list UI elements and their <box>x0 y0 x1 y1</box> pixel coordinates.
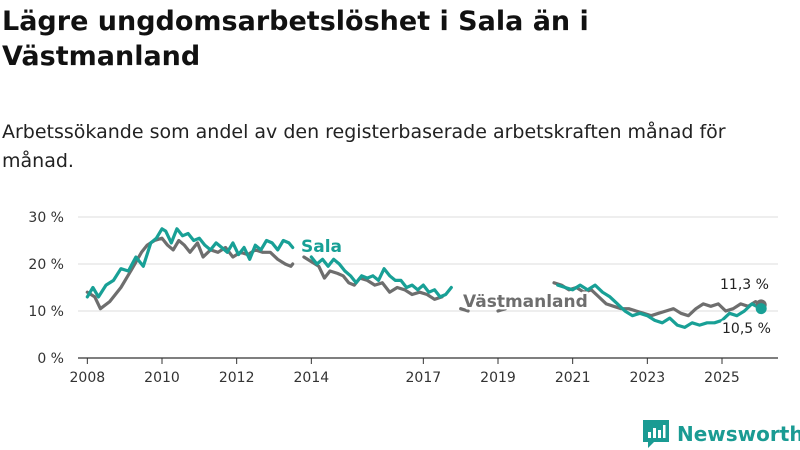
end-value-label-vastmanland-halo: 11,3 % <box>720 277 769 293</box>
x-tick-label: 2008 <box>70 370 106 386</box>
x-tick-label: 2025 <box>704 370 740 386</box>
series-label-sala-halo: Sala <box>301 237 342 257</box>
y-axis-ticks: 0 % 10 % 20 % 30 % <box>28 210 64 367</box>
series-line-sala <box>309 255 453 299</box>
x-tick-label: 2023 <box>630 370 666 386</box>
y-tick-label: 10 % <box>28 304 64 320</box>
series-line-vastmanland <box>459 307 470 313</box>
end-value-label-sala-halo: 10,5 % <box>722 321 771 337</box>
chart-subtitle: Arbetssökande som andel av den registerb… <box>2 121 726 172</box>
end-point-sala <box>755 303 767 315</box>
line-chart: 0 % 10 % 20 % 30 % 2008 2010 2012 2014 2017 2019… <box>28 210 778 386</box>
series-label-vastmanland-halo: Västmanland <box>463 292 588 312</box>
x-axis-ticks: 2008 2010 2012 2014 2017 2019 2021 2023 2025 <box>70 358 740 386</box>
x-tick-label: 2019 <box>480 370 516 386</box>
series-layer <box>85 227 767 329</box>
y-tick-label: 0 % <box>37 351 64 367</box>
newsworthy-logo-icon <box>643 420 669 448</box>
series-line-sala <box>85 227 295 299</box>
series-line-vastmanland <box>302 255 444 301</box>
series-label-vastmanland: Västmanland <box>463 292 588 312</box>
x-tick-label: 2017 <box>406 370 442 386</box>
series-line-vastmanland <box>496 307 508 313</box>
newsworthy-brand[interactable]: Newsworthy <box>643 419 800 449</box>
end-value-label-sala: 10,5 % <box>722 321 771 337</box>
series-line-vastmanland <box>85 236 295 311</box>
series-label-sala: Sala <box>301 237 342 257</box>
end-value-label-vastmanland: 11,3 % <box>720 277 769 293</box>
x-tick-label: 2014 <box>294 370 330 386</box>
chart-title: Lägre ungdomsarbetslöshet i Sala än i Vä… <box>2 6 589 72</box>
series-line-sala <box>556 283 763 329</box>
y-tick-label: 20 % <box>28 257 64 273</box>
x-tick-label: 2010 <box>144 370 180 386</box>
brand-name: Newsworthy <box>677 422 800 446</box>
y-tick-label: 30 % <box>28 210 64 226</box>
grid-layer <box>78 216 778 359</box>
x-tick-label: 2012 <box>219 370 255 386</box>
x-tick-label: 2021 <box>555 370 591 386</box>
